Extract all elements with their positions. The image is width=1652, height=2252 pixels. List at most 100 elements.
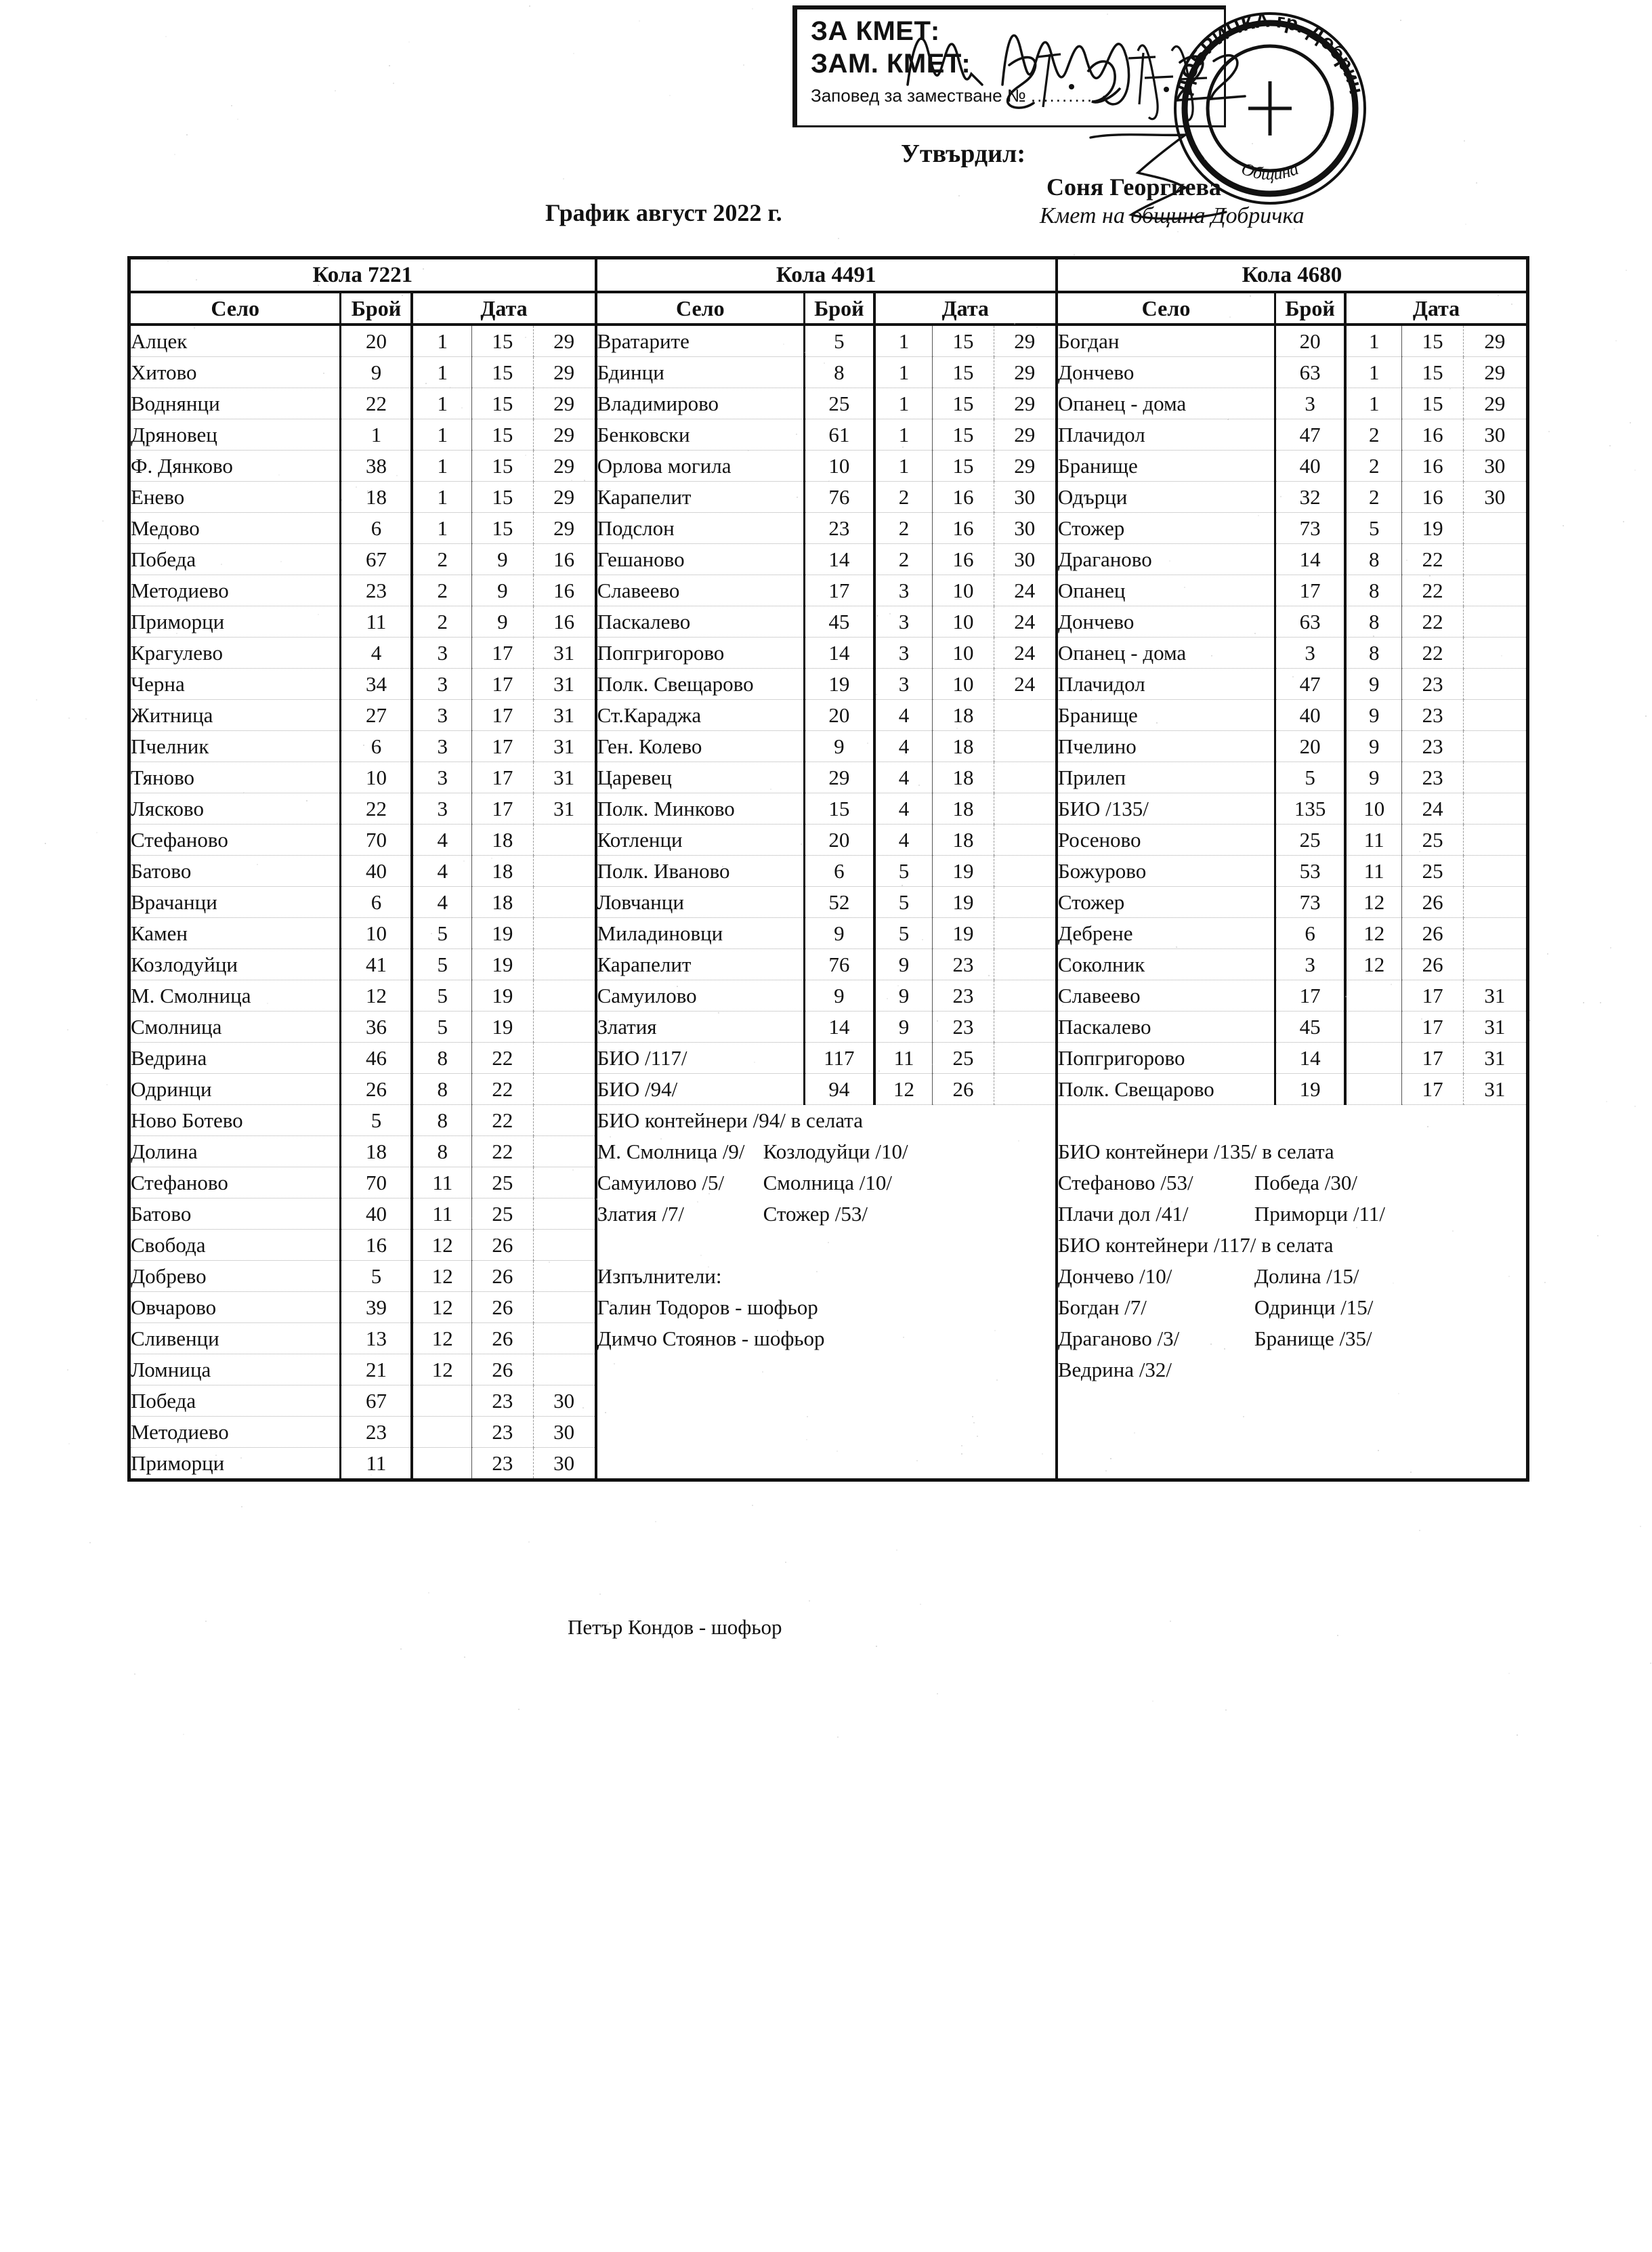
note-heading: БИО контейнери /117/ в селата: [1057, 1230, 1526, 1261]
scan-speckle: [1563, 525, 1564, 526]
cell-date: 17: [1402, 980, 1463, 1012]
cell-date: 3: [874, 606, 933, 638]
cell-date: 15: [472, 482, 533, 513]
cell-date: 26: [1402, 887, 1463, 918]
cell-date: 3: [412, 762, 471, 793]
col-header-date: Дата: [412, 292, 595, 325]
cell-village: Бранище: [1057, 451, 1275, 482]
cell-date: 31: [533, 669, 596, 700]
scan-speckle: [1227, 419, 1229, 420]
scan-speckle: [389, 65, 390, 66]
scan-speckle: [762, 1371, 763, 1373]
table-row: Батово 40 11 25 Златия /7/Стожер /53/Плачи д…: [131, 1198, 1526, 1230]
scan-speckle: [1177, 231, 1179, 232]
cell-date: 15: [472, 419, 533, 451]
cell-village: Добрево: [131, 1261, 341, 1292]
cell-village: Попгригорово: [596, 638, 805, 669]
cell-date: [994, 887, 1057, 918]
cell-date: 3: [412, 669, 471, 700]
scan-speckle: [876, 694, 877, 695]
cell-date: [1463, 762, 1526, 793]
cell-date: 29: [533, 357, 596, 388]
cell-count: 47: [1275, 419, 1345, 451]
cell-date: 18: [472, 825, 533, 856]
cell-date: 9: [1345, 700, 1402, 731]
scan-speckle: [1280, 496, 1282, 497]
cell-date: 30: [994, 544, 1057, 575]
cell-date: 29: [533, 388, 596, 419]
cell-count: 29: [804, 762, 874, 793]
cell-count: 76: [804, 482, 874, 513]
cell-date: 4: [412, 887, 471, 918]
cell-date: 15: [1402, 357, 1463, 388]
approved-by-label: Утвърдил:: [901, 139, 1025, 169]
cell-date: 30: [533, 1385, 596, 1417]
cell-village: Опанец: [1057, 575, 1275, 606]
cell-village: Черна: [131, 669, 341, 700]
cell-count: 16: [341, 1230, 412, 1261]
cell-date: [1345, 1043, 1402, 1074]
cell-count: 19: [804, 669, 874, 700]
scan-speckle: [1449, 388, 1451, 390]
cell-date: [533, 825, 596, 856]
cell-village: Плачидол: [1057, 419, 1275, 451]
scan-speckle: [1018, 1140, 1019, 1142]
scan-speckle: [902, 446, 904, 448]
cell-date: 29: [994, 388, 1057, 419]
scan-speckle: [816, 1271, 818, 1272]
scan-speckle: [610, 1136, 611, 1138]
note-item: Стефаново /53/: [1058, 1167, 1254, 1198]
cell-date: 8: [412, 1043, 471, 1074]
scan-speckle: [167, 260, 169, 262]
table-row: Дряновец 1 1 15 29 Бенковски 61 1 15 29 Плачидол 47…: [131, 419, 1526, 451]
cell-date: 2: [1345, 482, 1402, 513]
cell-date: 3: [874, 575, 933, 606]
cell-date: 12: [412, 1230, 471, 1261]
scan-speckle: [897, 985, 899, 986]
document-title: График август 2022 г.: [545, 199, 782, 227]
cell-date: 5: [412, 1012, 471, 1043]
cell-count: 47: [1275, 669, 1345, 700]
cell-date: [533, 1012, 596, 1043]
cell-village: Ломница: [131, 1354, 341, 1385]
scan-speckle: [221, 564, 222, 565]
cell-village: Долина: [131, 1136, 341, 1167]
scan-speckle: [836, 1451, 838, 1452]
cell-date: 17: [1402, 1074, 1463, 1105]
table-row: Ф. Дянково 38 1 15 29 Орлова могила 10 1 15 29 Бра…: [131, 451, 1526, 482]
table-row: Приморци 11 2 9 16 Паскалево 45 3 10 24 Дончево 63 8…: [131, 606, 1526, 638]
scan-speckle: [1419, 1530, 1420, 1531]
cell-village: Ген. Колево: [596, 731, 805, 762]
scan-speckle: [231, 105, 232, 106]
scan-speckle: [1105, 477, 1107, 478]
cell-count: 5: [341, 1261, 412, 1292]
cell-village: Сливенци: [131, 1323, 341, 1354]
cell-date: 12: [1345, 887, 1402, 918]
scan-speckle: [1650, 1663, 1651, 1664]
table-row: Врачанци 6 4 18 Ловчанци 52 5 19 Стожер 73 12 26: [131, 887, 1526, 918]
cell-date: 24: [994, 606, 1057, 638]
note-item: Победа /30/: [1254, 1167, 1420, 1198]
scan-speckle: [958, 195, 960, 196]
cell-date: [533, 1167, 596, 1198]
scan-speckle: [903, 1337, 904, 1338]
scan-speckle: [186, 134, 188, 135]
col-header-count: Брой: [804, 292, 874, 325]
note-item: Бранище /35/: [1254, 1323, 1420, 1354]
cell-date: 2: [412, 606, 471, 638]
cell-date: [1463, 575, 1526, 606]
truck-title: Кола 7221: [131, 259, 596, 292]
cell-count: 10: [341, 918, 412, 949]
table-row: Победа 67 2 9 16 Гешаново 14 2 16 30 Драганово 14 8 2…: [131, 544, 1526, 575]
cell-date: [1463, 949, 1526, 980]
cell-date: 31: [533, 793, 596, 825]
cell-village: Подслон: [596, 513, 805, 544]
scan-speckle: [464, 1656, 465, 1658]
cell-date: 22: [472, 1105, 533, 1136]
scan-speckle: [700, 1255, 702, 1256]
cell-date: 31: [533, 762, 596, 793]
cell-date: 5: [874, 887, 933, 918]
cell-date: 22: [472, 1074, 533, 1105]
svg-text:Община: Община: [1239, 159, 1301, 184]
cell-village: БИО /94/: [596, 1074, 805, 1105]
